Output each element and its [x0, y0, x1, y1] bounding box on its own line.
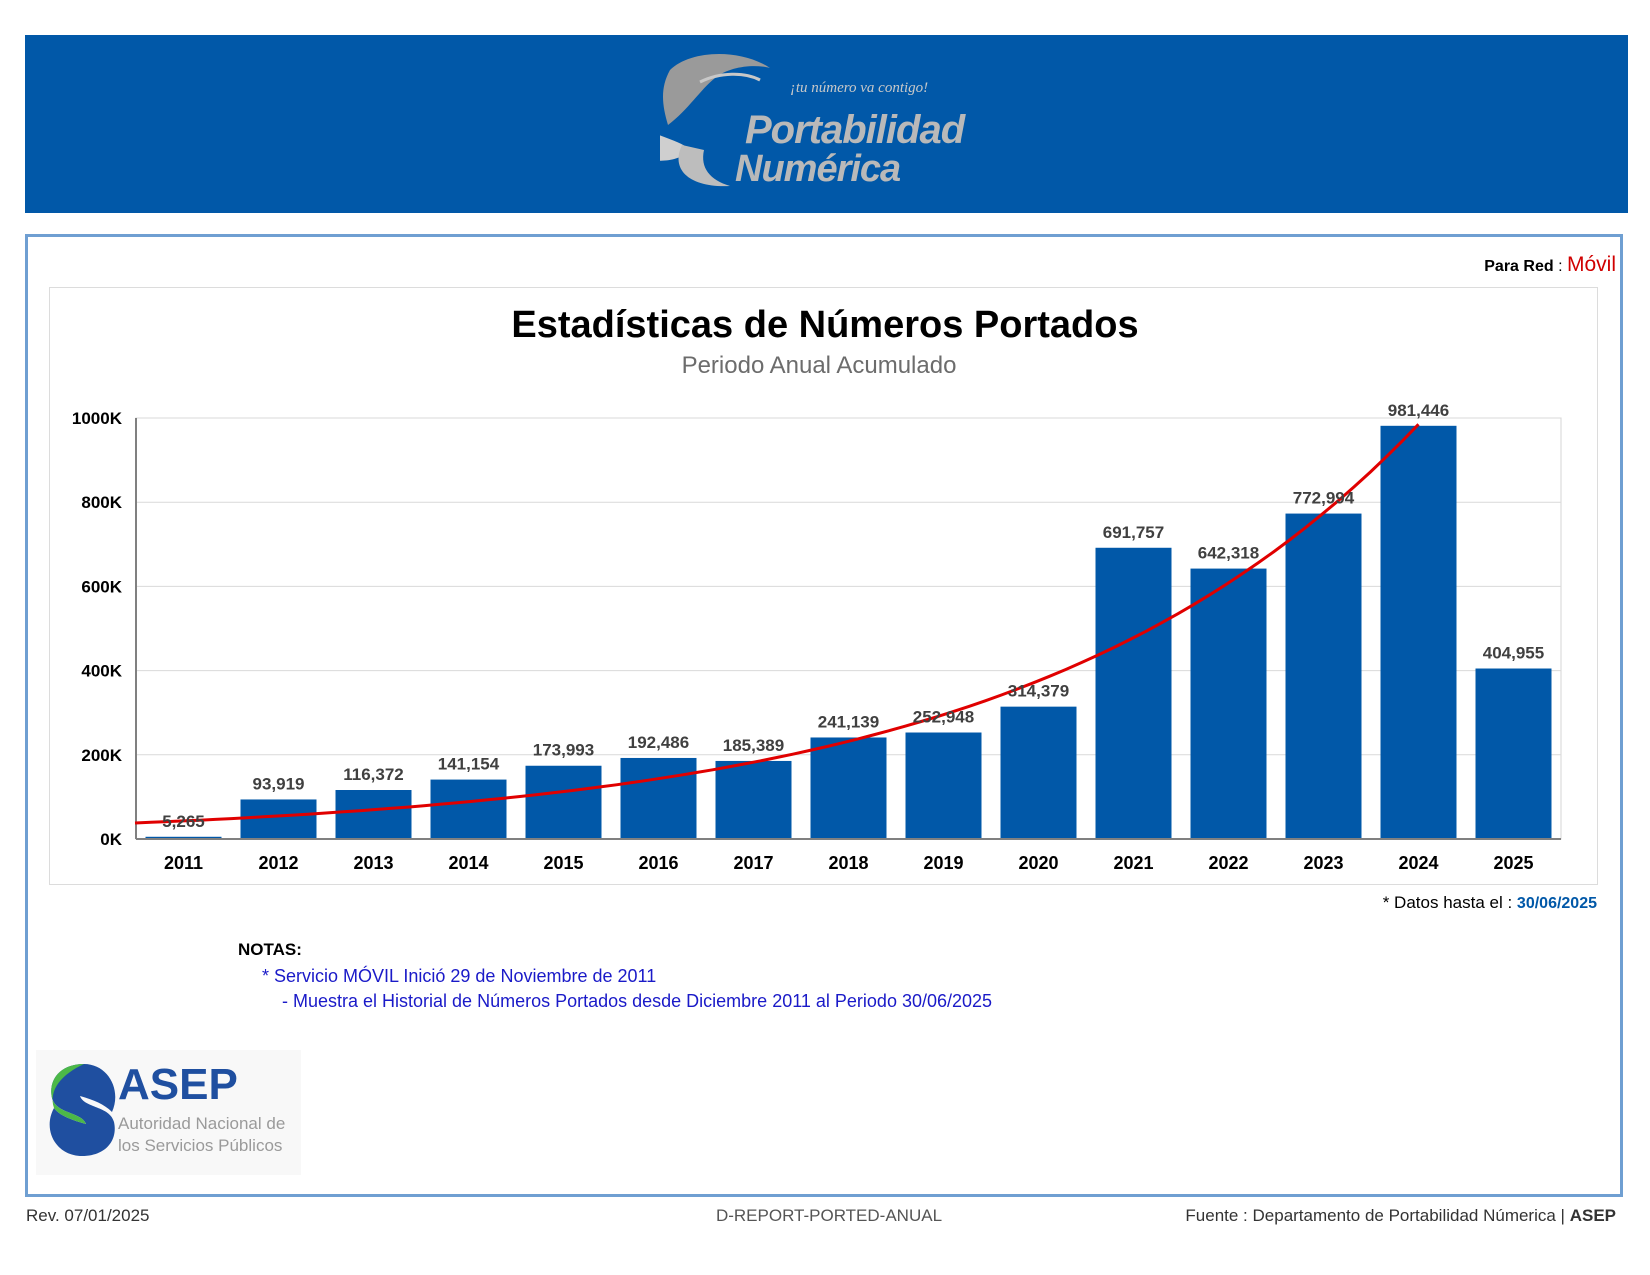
- x-tick-label: 2017: [733, 853, 773, 873]
- report-frame: [25, 234, 1623, 1197]
- bar-value-label: 981,446: [1388, 401, 1449, 420]
- network-key: Para Red: [1484, 258, 1554, 275]
- x-tick-label: 2023: [1303, 853, 1343, 873]
- x-tick-label: 2011: [164, 853, 203, 873]
- footer-source-org: ASEP: [1569, 1206, 1616, 1225]
- bar: [1285, 513, 1362, 839]
- asep-logo: ASEP Autoridad Nacional de los Servicios…: [36, 1050, 301, 1175]
- footer-source-label: Fuente : Departamento de Portabilidad Nú…: [1185, 1206, 1565, 1225]
- portabilidad-logo: ¡tu número va contigo! Portabilidad Numé…: [660, 50, 990, 200]
- y-tick-label: 1000K: [72, 409, 123, 428]
- bar-value-label: 642,318: [1198, 544, 1259, 563]
- x-tick-label: 2018: [828, 853, 868, 873]
- bar-value-label: 314,379: [1008, 682, 1069, 701]
- chart-subtitle: Periodo Anual Acumulado: [681, 352, 957, 379]
- y-tick-label: 0K: [100, 830, 122, 849]
- bar: [240, 799, 317, 839]
- bar: [810, 737, 887, 839]
- footer-revision: Rev. 07/01/2025: [26, 1206, 150, 1225]
- y-tick-label: 400K: [81, 662, 122, 681]
- feather-swoosh-icon: [660, 53, 770, 187]
- note-line-2: - Muestra el Historial de Números Portad…: [282, 991, 993, 1011]
- bar-value-label: 141,154: [438, 755, 500, 774]
- footer-source: Fuente : Departamento de Portabilidad Nú…: [1185, 1206, 1616, 1226]
- bar-value-label: 93,919: [253, 774, 305, 793]
- bar: [145, 836, 222, 839]
- y-tick-label: 200K: [81, 746, 122, 765]
- asep-subtitle-2: los Servicios Públicos: [118, 1136, 283, 1155]
- bar: [525, 765, 602, 839]
- bar: [335, 790, 412, 839]
- asep-subtitle-1: Autoridad Nacional de: [118, 1114, 286, 1133]
- footer-report-code: D-REPORT-PORTED-ANUAL: [715, 1206, 943, 1225]
- bar-value-label: 192,486: [628, 733, 689, 752]
- bar: [1190, 568, 1267, 839]
- x-tick-label: 2014: [448, 853, 488, 873]
- chart-title: Estadísticas de Números Portados: [511, 304, 1139, 346]
- x-tick-label: 2020: [1018, 853, 1058, 873]
- notes-title: NOTAS:: [238, 940, 302, 959]
- bar-value-label: 252,948: [913, 708, 974, 727]
- bar-value-label: 241,139: [818, 712, 879, 731]
- x-tick-label: 2013: [353, 853, 393, 873]
- bar: [430, 779, 507, 839]
- header-banner: [25, 35, 1628, 213]
- asep-name: ASEP: [118, 1060, 238, 1109]
- logo-word-portabilidad: Portabilidad: [745, 108, 965, 152]
- data-until-label: * Datos hasta el :: [1382, 893, 1513, 912]
- bar-value-label: 404,955: [1483, 644, 1544, 663]
- bar: [620, 757, 697, 839]
- bar-value-label: 116,372: [343, 765, 404, 784]
- bar: [715, 760, 792, 839]
- network-value: Móvil: [1566, 253, 1616, 276]
- asep-s-icon: [49, 1064, 116, 1156]
- bar-value-label: 5,265: [162, 812, 205, 831]
- x-tick-label: 2025: [1493, 853, 1533, 873]
- x-tick-label: 2019: [923, 853, 963, 873]
- bar-value-label: 772,994: [1293, 489, 1355, 508]
- y-tick-label: 800K: [81, 493, 122, 512]
- trendline: [134, 423, 1420, 825]
- x-tick-label: 2024: [1398, 853, 1438, 873]
- x-tick-label: 2022: [1208, 853, 1248, 873]
- bar: [1380, 425, 1457, 839]
- bar: [1475, 668, 1552, 839]
- note-line-1: * Servicio MÓVIL Inició 29 de Noviembre …: [262, 966, 657, 986]
- bar-value-label: 691,757: [1103, 523, 1164, 542]
- data-until-note: * Datos hasta el : 30/06/2025: [1383, 893, 1597, 913]
- bar: [1000, 706, 1077, 839]
- bar: [1095, 547, 1172, 839]
- data-until-date: 30/06/2025: [1516, 895, 1597, 912]
- x-tick-label: 2015: [543, 853, 583, 873]
- network-separator: :: [1558, 258, 1563, 275]
- bar: [905, 732, 982, 839]
- x-tick-label: 2016: [638, 853, 678, 873]
- x-tick-label: 2021: [1113, 853, 1153, 873]
- logo-tagline: ¡tu número va contigo!: [790, 80, 929, 96]
- y-tick-label: 600K: [81, 577, 122, 596]
- bar-value-label: 185,389: [723, 736, 784, 755]
- logo-word-numerica: Numérica: [735, 148, 901, 190]
- bar-value-label: 173,993: [533, 741, 594, 760]
- network-label: Para Red : Móvil: [1484, 253, 1616, 277]
- x-tick-label: 2012: [258, 853, 298, 873]
